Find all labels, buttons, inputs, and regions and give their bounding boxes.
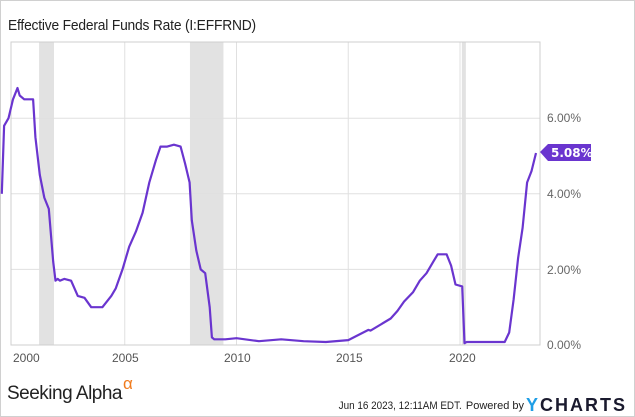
ycharts-y-icon: Y [525,395,540,415]
y-label-6: 6.00% [547,111,581,125]
y-axis-labels: 6.00% 4.00% 2.00% 0.00% [547,111,581,352]
x-label-2005: 2005 [112,351,139,365]
timestamp: Jun 16 2023, 12:11AM EDT. [338,399,462,412]
seeking-alpha-logo[interactable]: Seeking Alphaα [7,374,133,405]
plot-border [10,41,541,346]
current-value-badge: 5.08% [540,144,593,161]
x-label-2000: 2000 [13,351,40,365]
x-label-2015: 2015 [336,351,363,365]
ycharts-wordmark: CHARTS [540,395,627,415]
badge-value: 5.08% [551,146,593,160]
alpha-icon: α [123,374,133,393]
badge-shape [540,144,591,161]
x-label-2010: 2010 [224,351,251,365]
gridlines [11,42,540,345]
powered-by-text: Powered by [465,399,524,412]
y-label-4: 4.00% [547,187,581,201]
brand-name: Seeking Alpha [7,383,123,404]
footer: Jun 16 2023, 12:11AM EDT. Powered by Y CH… [325,395,627,416]
x-axis-labels: 2000 2005 2010 2015 2020 [13,351,476,365]
ycharts-logo[interactable]: Y CHARTS [526,395,627,416]
rate-line [0,86,538,345]
chart-title: Effective Federal Funds Rate (I:EFFRND) [8,17,256,34]
x-label-2020: 2020 [449,351,476,365]
y-label-0: 0.00% [547,338,581,352]
y-label-2: 2.00% [547,263,581,277]
